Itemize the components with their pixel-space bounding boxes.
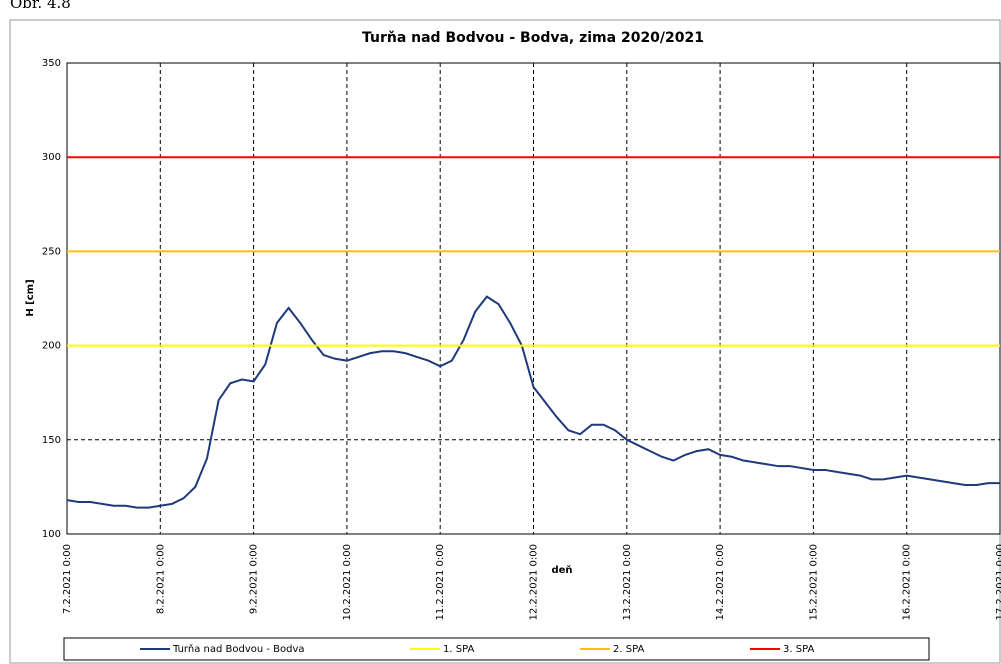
x-tick-label: 10.2.2021 0:00	[342, 544, 353, 621]
x-tick-label: 9.2.2021 0:00	[249, 544, 260, 614]
chart-frame	[9, 19, 1001, 664]
x-tick-label: 13.2.2021 0:00	[622, 544, 633, 621]
plot-area	[66, 62, 1001, 535]
y-axis-label: H [cm]	[25, 279, 36, 316]
legend	[63, 637, 930, 661]
y-tick-label: 250	[42, 246, 61, 257]
x-tick-label: 14.2.2021 0:00	[715, 544, 726, 621]
x-tick-label: 12.2.2021 0:00	[529, 544, 540, 621]
x-tick-label: 15.2.2021 0:00	[808, 544, 819, 621]
x-tick-label: 11.2.2021 0:00	[435, 544, 446, 621]
x-tick-label: 16.2.2021 0:00	[902, 544, 913, 621]
x-tick-label: 7.2.2021 0:00	[62, 544, 73, 614]
data-line	[66, 295, 1000, 509]
x-axis-label: deň	[551, 564, 572, 576]
legend-label: 2. SPA	[613, 644, 644, 655]
y-tick-label: 200	[42, 341, 61, 352]
y-tick-label: 350	[42, 58, 61, 69]
legend-label: 1. SPA	[443, 644, 474, 655]
y-tick-label: 100	[42, 529, 61, 540]
y-tick-label: 150	[42, 435, 61, 446]
y-tick-label: 300	[42, 152, 61, 163]
chart-title: Turňa nad Bodvou - Bodva, zima 2020/2021	[362, 30, 704, 46]
legend-label: Turňa nad Bodvou - Bodva	[172, 643, 305, 655]
x-tick-label: 8.2.2021 0:00	[155, 544, 166, 614]
legend-label: 3. SPA	[783, 644, 814, 655]
caption: Obr. 4.8	[10, 0, 71, 12]
x-tick-label: 17.2.2021 0:00	[995, 544, 1001, 621]
